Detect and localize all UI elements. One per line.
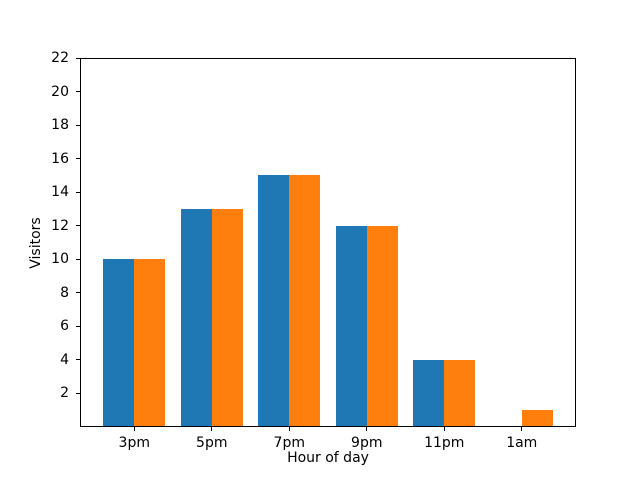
y-tick-mark (76, 158, 80, 160)
y-tick-label: 2 (60, 385, 69, 402)
x-tick-mark (443, 427, 445, 431)
y-tick-label: 20 (51, 83, 69, 100)
y-tick-mark (76, 225, 80, 227)
y-tick-mark (76, 325, 80, 327)
bar-orange-7pm (289, 175, 321, 426)
bar-orange-1am (521, 410, 553, 426)
x-tick-mark (366, 427, 368, 431)
bar-blue-11pm (413, 359, 445, 426)
x-tick-mark (521, 427, 523, 431)
x-tick-label: 7pm (273, 435, 305, 451)
bar-orange-9pm (366, 225, 398, 426)
y-tick-label: 22 (51, 50, 69, 66)
x-tick-label: 9pm (351, 435, 383, 451)
y-tick-label: 10 (51, 251, 69, 268)
y-tick-mark (76, 91, 80, 93)
plot-area (80, 58, 576, 427)
y-tick-label: 8 (60, 284, 69, 301)
x-tick-label: 11pm (424, 435, 465, 451)
x-tick-mark (288, 427, 290, 431)
x-tick-label: 3pm (118, 435, 150, 451)
y-tick-mark (76, 359, 80, 361)
x-tick-label: 1am (506, 435, 538, 451)
y-tick-mark (76, 392, 80, 394)
x-tick-mark (211, 427, 213, 431)
y-tick-mark (76, 57, 80, 59)
y-tick-mark (76, 258, 80, 260)
y-tick-label: 18 (51, 117, 69, 134)
bar-blue-9pm (335, 225, 367, 426)
y-tick-label: 16 (51, 150, 69, 167)
y-tick-label: 6 (60, 318, 69, 335)
y-tick-mark (76, 292, 80, 294)
y-tick-mark (76, 124, 80, 126)
bar-blue-5pm (180, 208, 212, 426)
bar-orange-11pm (444, 359, 476, 426)
bar-orange-3pm (134, 259, 166, 426)
bar-orange-5pm (211, 208, 243, 426)
bar-blue-7pm (258, 175, 290, 426)
y-tick-label: 14 (51, 184, 69, 201)
x-axis-label: Hour of day (287, 450, 369, 466)
y-tick-mark (76, 191, 80, 193)
y-tick-label: 4 (60, 351, 69, 368)
x-tick-mark (133, 427, 135, 431)
y-tick-label: 12 (51, 217, 69, 234)
bar-blue-3pm (103, 259, 135, 426)
x-tick-label: 5pm (196, 435, 228, 451)
